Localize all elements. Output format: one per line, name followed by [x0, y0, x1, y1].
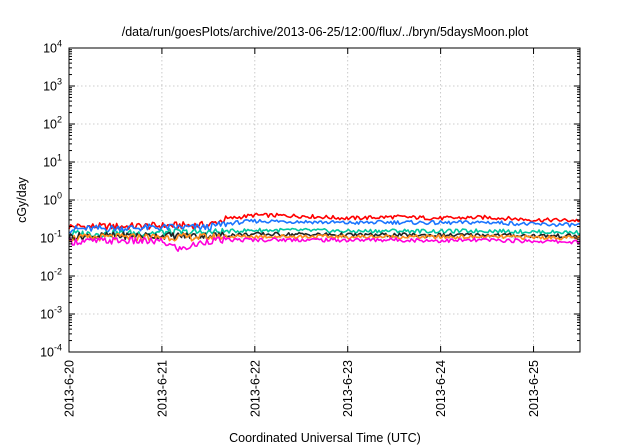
y-axis: 10-4 10-3 10-2 10-1 100 101 102 103 104 — [40, 39, 580, 360]
series-layer — [68, 212, 581, 252]
series-line — [68, 232, 581, 242]
grid — [69, 48, 580, 352]
series-line — [68, 218, 581, 234]
x-tick-label: 2013-6-21 — [155, 360, 169, 417]
x-tick-label: 2013-6-20 — [63, 360, 77, 417]
y-tick-label: 101 — [43, 153, 62, 170]
y-tick-label: 100 — [43, 191, 62, 208]
y-tick-label: 103 — [43, 77, 62, 94]
y-tick-label: 10-4 — [40, 343, 62, 360]
series-line — [68, 212, 581, 231]
x-tick-label: 2013-6-23 — [341, 360, 355, 417]
x-axis: 2013-6-20 2013-6-21 2013-6-22 2013-6-23 2013… — [63, 48, 541, 417]
x-axis-label: Coordinated Universal Time (UTC) — [229, 431, 421, 445]
y-tick-label: 10-1 — [40, 229, 62, 246]
y-tick-label: 10-2 — [40, 267, 62, 284]
y-axis-label: cGy/day — [15, 176, 29, 223]
x-tick-label: 2013-6-25 — [527, 360, 541, 417]
x-tick-label: 2013-6-22 — [248, 360, 262, 417]
chart-title: /data/run/goesPlots/archive/2013-06-25/1… — [122, 25, 529, 39]
y-tick-label: 102 — [43, 115, 62, 132]
series-line — [68, 235, 581, 252]
x-tick-label: 2013-6-24 — [434, 360, 448, 417]
y-tick-label: 10-3 — [40, 305, 62, 322]
y-tick-label: 104 — [43, 39, 62, 56]
